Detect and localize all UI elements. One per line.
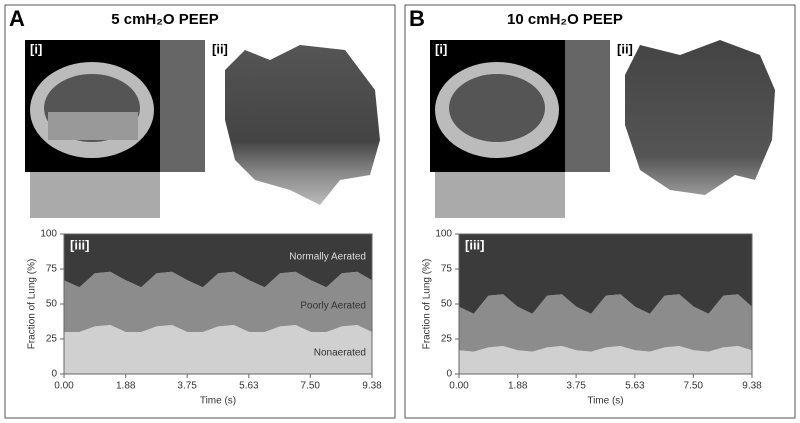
y-tick-label: 100: [40, 229, 57, 240]
x-tick-label: 3.75: [177, 381, 197, 392]
image-label: [i]: [435, 41, 447, 56]
ct-dependent: [48, 112, 138, 140]
x-tick-label: 5.63: [239, 381, 259, 392]
area: [459, 346, 752, 374]
x-axis-label: Time (s): [200, 396, 236, 407]
ct-sagittal: [565, 40, 610, 172]
x-tick-label: 9.38: [742, 381, 762, 392]
image-label: [iii]: [70, 237, 90, 252]
ct-sagittal: [160, 40, 205, 172]
x-tick-label: 0.00: [449, 381, 469, 392]
y-tick-label: 0: [51, 369, 57, 380]
y-tick-label: 25: [46, 334, 58, 345]
area: [459, 294, 752, 352]
y-tick-label: 100: [435, 229, 452, 240]
image-label: [i]: [30, 41, 42, 56]
x-tick-label: 7.50: [301, 381, 321, 392]
image-label: [ii]: [212, 41, 228, 56]
x-tick-label: 3.75: [566, 381, 586, 392]
y-tick-label: 50: [46, 299, 58, 310]
panel-title: 5 cmH₂O PEEP: [111, 11, 219, 28]
area-label: Nonaerated: [314, 348, 366, 359]
x-tick-label: 5.63: [625, 381, 645, 392]
x-axis-label: Time (s): [587, 396, 623, 407]
ct-coronal: [30, 172, 160, 218]
image-label: [iii]: [465, 237, 485, 252]
panel-label: A: [9, 6, 25, 31]
panel-title: 10 cmH₂O PEEP: [507, 11, 623, 28]
image-label: [ii]: [617, 41, 633, 56]
lung-render: [625, 40, 775, 195]
y-tick-label: 0: [446, 369, 452, 380]
y-tick-label: 75: [46, 264, 58, 275]
x-tick-label: 1.88: [116, 381, 136, 392]
y-tick-label: 75: [441, 264, 453, 275]
lung-render: [225, 45, 380, 205]
y-tick-label: 50: [441, 299, 453, 310]
ct-coronal: [435, 172, 565, 218]
panel-label: B: [409, 6, 425, 31]
panel-frame: [4, 4, 396, 419]
ct-lung: [449, 74, 545, 142]
area-label: Poorly Aerated: [300, 301, 366, 312]
y-axis-label: Fraction of Lung (%): [422, 259, 433, 350]
x-tick-label: 1.88: [508, 381, 528, 392]
area: [459, 234, 752, 314]
y-axis-label: Fraction of Lung (%): [27, 259, 38, 350]
area: [64, 271, 372, 332]
area: [64, 234, 372, 288]
x-tick-label: 0.00: [54, 381, 74, 392]
x-tick-label: 9.38: [362, 381, 382, 392]
y-tick-label: 25: [441, 334, 453, 345]
area: [64, 325, 372, 374]
panel-frame: [404, 4, 796, 419]
x-tick-label: 7.50: [684, 381, 704, 392]
area-label: Normally Aerated: [289, 252, 366, 263]
